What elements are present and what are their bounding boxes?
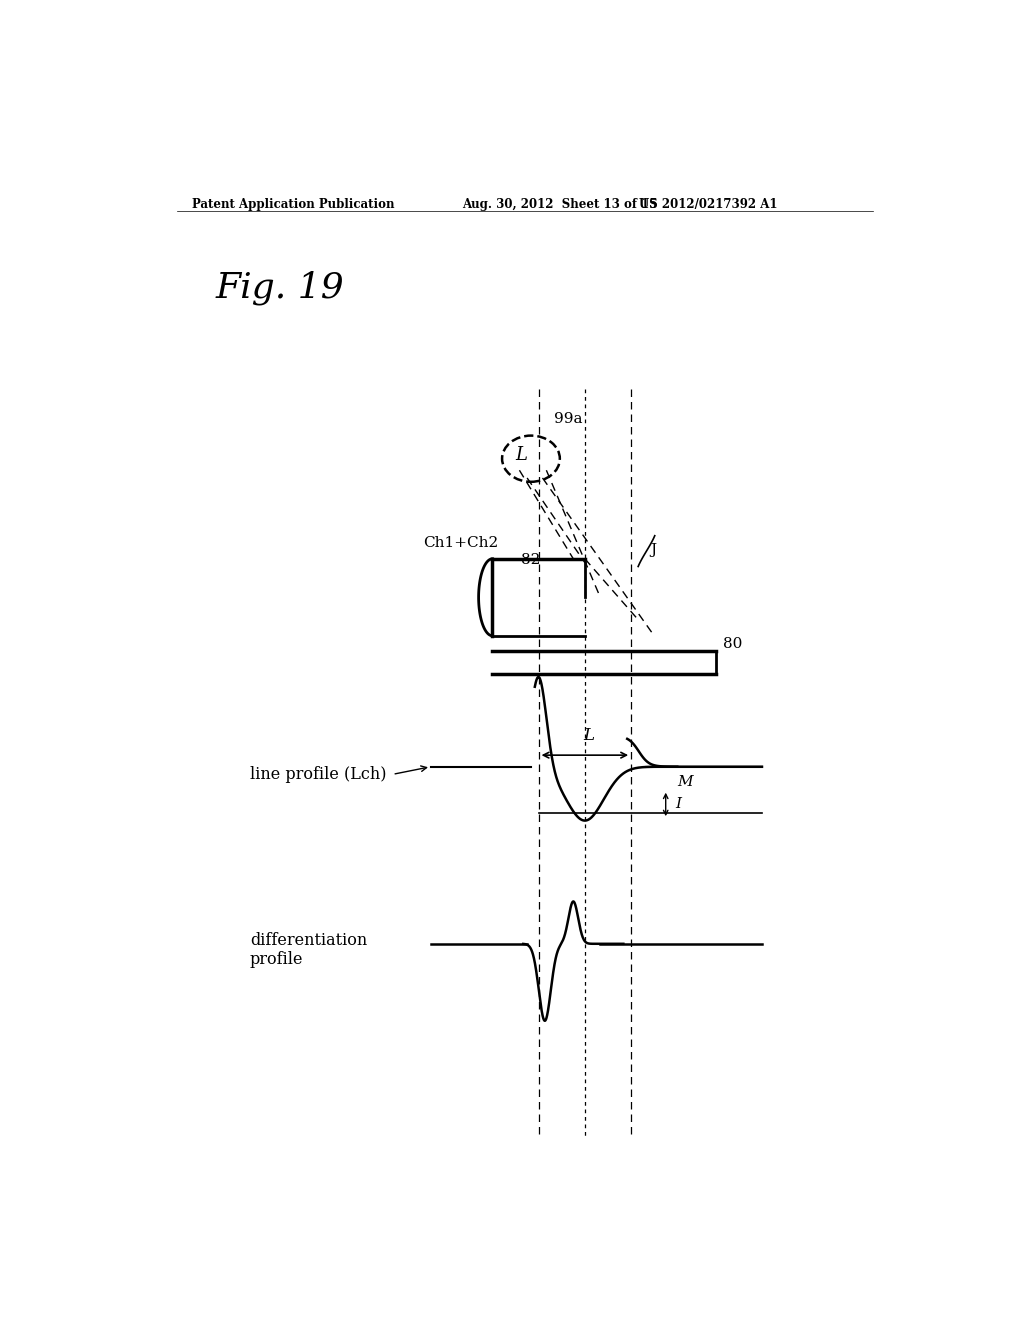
- Text: line profile (Lch): line profile (Lch): [250, 766, 386, 783]
- Text: US 2012/0217392 A1: US 2012/0217392 A1: [639, 198, 777, 211]
- Text: M: M: [677, 775, 693, 789]
- Text: J: J: [650, 544, 656, 557]
- Text: differentiation: differentiation: [250, 932, 368, 949]
- Text: L: L: [516, 446, 527, 463]
- Text: I: I: [675, 797, 681, 812]
- Text: profile: profile: [250, 952, 303, 969]
- Text: Fig. 19: Fig. 19: [215, 271, 344, 305]
- Text: L: L: [584, 726, 594, 743]
- Text: Ch1+Ch2: Ch1+Ch2: [423, 536, 499, 549]
- Text: Patent Application Publication: Patent Application Publication: [193, 198, 394, 211]
- Text: 99a: 99a: [554, 412, 583, 426]
- Text: 82: 82: [521, 553, 541, 566]
- Text: Aug. 30, 2012  Sheet 13 of 15: Aug. 30, 2012 Sheet 13 of 15: [462, 198, 657, 211]
- Text: 80: 80: [724, 636, 742, 651]
